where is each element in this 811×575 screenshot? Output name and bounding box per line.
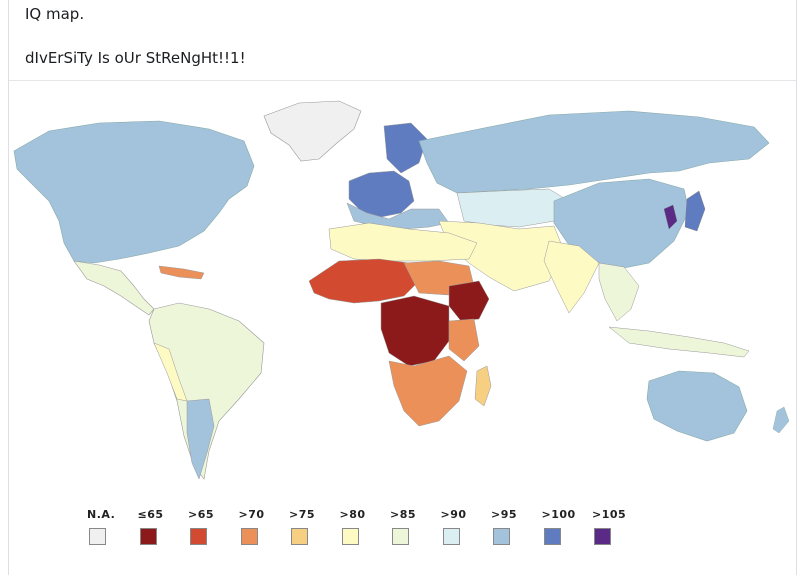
region-southeast-asia [598,262,640,322]
region-japan [684,190,706,232]
post-text: IQ map. dIvErSiTy Is oUr StReNgHt!!1! [25,4,765,92]
region-central-asia [456,188,570,228]
region-greenland [263,100,362,162]
legend-swatch [493,528,510,545]
region-mexico [73,260,155,316]
legend-item: >65 [188,508,228,545]
legend-item: >90 [440,508,481,545]
region-central-africa [380,295,450,367]
legend-label: >65 [188,508,215,521]
region-scandinavia [383,122,428,174]
legend-label: >95 [491,508,518,521]
legend-item: N.A. [87,508,127,545]
legend-label: N.A. [87,508,116,521]
legend-item: >70 [238,508,279,545]
post-card: IQ map. dIvErSiTy Is oUr StReNgHt!!1! [8,0,797,575]
legend-item: >100 [541,508,582,545]
region-caribbean [158,265,205,280]
region-korea [663,204,678,230]
region-new-zealand [772,406,790,434]
legend-label: >80 [339,508,366,521]
region-horn-of-africa [448,280,490,322]
legend-label: >90 [440,508,467,521]
legend-item: >80 [339,508,380,545]
region-east-africa [448,318,480,362]
region-north-africa [328,222,478,262]
legend-swatch [89,528,106,545]
legend-label: >85 [390,508,417,521]
legend-item: >95 [491,508,531,545]
legend-swatch [190,528,207,545]
region-china [553,178,690,270]
region-southern-cone [186,398,215,480]
region-india [543,240,600,314]
legend-label: ≤65 [137,508,164,521]
legend-swatch [392,528,409,545]
legend-swatch [139,528,157,545]
legend-label: >70 [238,508,265,521]
post-line-title: IQ map. [25,5,85,23]
legend-label: >100 [541,508,576,521]
legend-label: >75 [289,508,316,521]
legend-swatch [594,528,611,545]
legend-swatch [291,528,308,545]
legend-swatch [240,528,258,545]
region-west-africa [308,258,420,304]
legend-label: >105 [592,508,627,521]
attached-image[interactable]: N.A. ≤65 >65 >70 >75 >80 >85 >90 >95 >100 >105 [9,81,796,575]
region-western-europe [348,170,415,218]
legend-item: >105 [592,508,632,545]
region-australia [646,370,748,442]
world-iq-map [13,100,790,480]
divider [9,80,796,81]
post-line-caption: dIvErSiTy Is oUr StReNgHt!!1! [25,49,246,67]
legend-swatch [341,528,359,545]
legend-item: ≤65 [137,508,178,545]
region-north-america [13,120,255,264]
legend-swatch [442,528,460,545]
region-indonesia [608,326,750,358]
region-russia [418,110,770,194]
region-madagascar [474,365,492,407]
legend-item: >85 [390,508,430,545]
legend-item: >75 [289,508,329,545]
legend-swatch [543,528,561,545]
region-southern-africa [388,355,468,427]
